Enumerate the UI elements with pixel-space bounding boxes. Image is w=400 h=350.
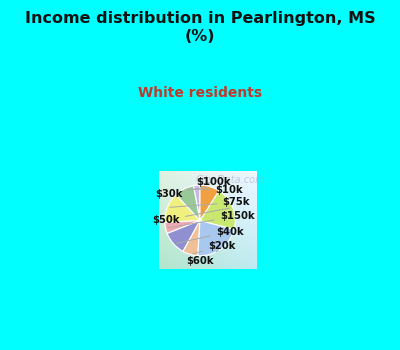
Text: $30k: $30k	[155, 187, 207, 198]
Wedge shape	[200, 191, 235, 229]
Text: $75k: $75k	[170, 197, 250, 207]
Text: $10k: $10k	[187, 185, 243, 195]
Wedge shape	[165, 195, 200, 223]
Text: $100k: $100k	[196, 177, 230, 187]
Text: White residents: White residents	[138, 86, 262, 100]
Wedge shape	[183, 220, 200, 256]
Text: Income distribution in Pearlington, MS
(%): Income distribution in Pearlington, MS (…	[25, 10, 375, 44]
Wedge shape	[193, 185, 200, 220]
Text: $40k: $40k	[176, 227, 244, 243]
Wedge shape	[176, 186, 200, 220]
Text: $60k: $60k	[186, 250, 218, 266]
Text: City-Data.com: City-Data.com	[196, 175, 265, 185]
Wedge shape	[200, 185, 219, 220]
Text: $20k: $20k	[193, 241, 236, 254]
Wedge shape	[167, 220, 200, 251]
Wedge shape	[165, 220, 200, 233]
Wedge shape	[198, 220, 234, 256]
Text: $50k: $50k	[152, 208, 230, 225]
Text: $150k: $150k	[168, 211, 254, 228]
